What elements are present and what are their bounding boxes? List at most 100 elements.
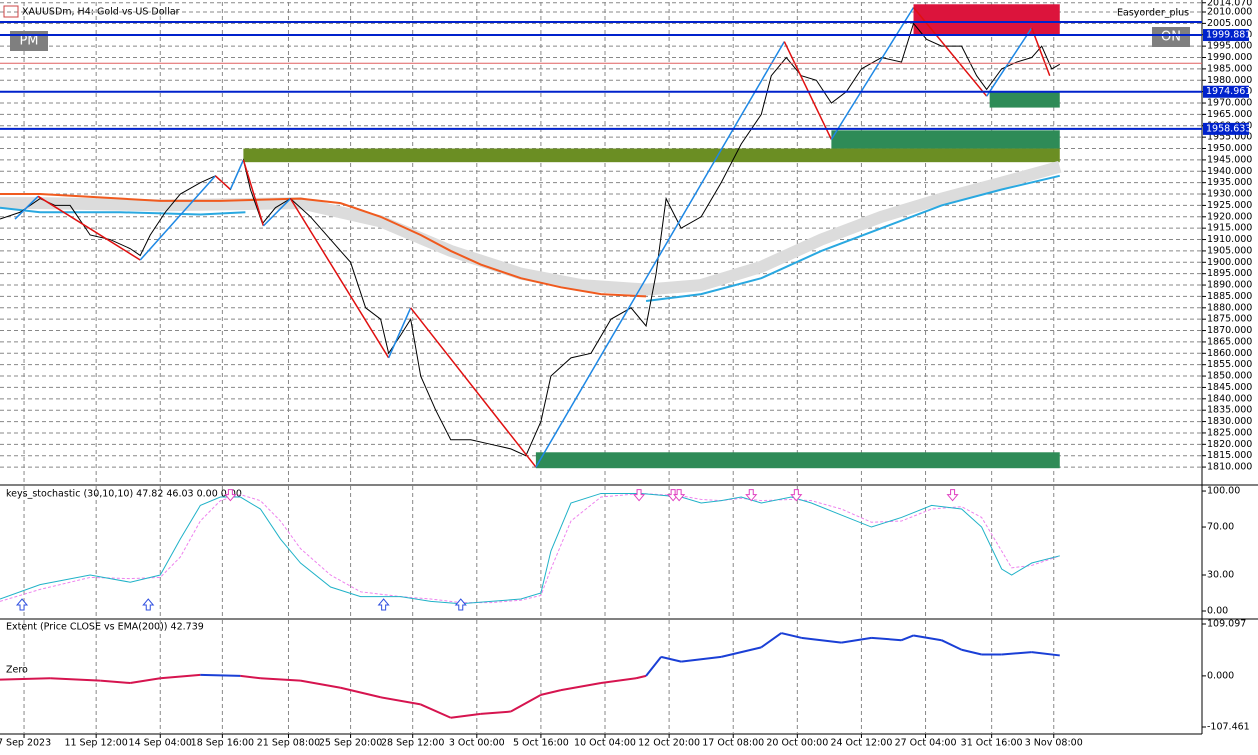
down-arrow [673,489,686,502]
y-tick-label: 1820.000 [1207,439,1252,450]
level-tag-label: 1974.961 [1206,86,1251,97]
extent-segment [450,712,481,719]
series-line [645,174,1060,302]
x-tick-label: 17 Oct 08:00 [702,738,764,749]
zigzag-segment [37,195,141,261]
extent-segment [841,636,872,644]
y-tick-label: 0.000 [1207,670,1234,681]
y-tick-label: 1985.000 [1207,63,1252,74]
on-button[interactable] [1152,27,1190,47]
extent-segment [781,632,802,639]
extent-segment [871,636,902,642]
extent-segment [160,673,201,680]
down-arrow [224,489,237,502]
down-arrow [745,489,758,502]
zero-label: Zero [6,665,28,676]
extent-segment [340,686,381,699]
level-tag [1203,85,1249,98]
x-tick-label: 5 Oct 16:00 [513,738,569,749]
x-tick-label: 28 Sep 12:00 [381,738,444,749]
y-tick-label: 1825.000 [1207,427,1252,438]
series-line [0,160,1062,296]
pm-button-label[interactable]: PM [19,34,38,49]
extent-segment [200,673,241,677]
extent-segment [560,682,602,692]
y-tick-label: 1895.000 [1207,268,1252,279]
level-tag [1203,122,1249,135]
extent-segment [1001,651,1032,656]
extent-segment [635,674,647,680]
y-tick-label: 1910.000 [1207,234,1252,245]
y-tick-label: 1875.000 [1207,314,1252,325]
down-arrow [667,489,680,502]
up-arrow [142,598,155,611]
zigzag-segment [14,195,39,220]
y-tick-label: 2014.070 [1207,0,1252,8]
y-tick-label: 1970.000 [1207,98,1252,109]
zigzag-segment [830,7,915,140]
extent-segment [100,679,131,685]
series-line [0,193,647,298]
y-tick-label: 1870.000 [1207,325,1252,336]
y-tick-label: 1860.000 [1207,348,1252,359]
extent-segment [420,703,452,719]
y-tick-label: 1955.000 [1207,132,1252,143]
zigzag-segment [387,307,412,359]
up-arrow [377,598,390,611]
x-tick-label: 12 Oct 20:00 [638,738,700,749]
zigzag-segment [289,198,390,359]
extent-segment [645,656,662,677]
series-line [0,22,1061,457]
x-tick-label: 3 Nov 08:00 [1025,738,1083,749]
y-tick-label: 1810.000 [1207,462,1252,473]
y-tick-label: 0.00 [1207,606,1228,617]
symbol-icon [3,5,19,18]
y-tick-label: 100.00 [1207,486,1240,497]
zone [913,4,1060,35]
y-tick-label: 1980.000 [1207,75,1252,86]
extent-segment [50,677,101,682]
extent-segment [600,677,637,685]
y-tick-label: 109.097 [1207,618,1246,629]
y-tick-label: 1905.000 [1207,245,1252,256]
y-tick-label: 1815.000 [1207,450,1252,461]
zigzag-segment [214,175,231,191]
y-tick-label: 1915.000 [1207,223,1252,234]
level-tag-label: 1958.633 [1206,123,1251,134]
zigzag-segment [535,41,785,468]
on-button-label[interactable]: ON [1161,30,1181,45]
x-tick-label: 3 Oct 00:00 [449,738,505,749]
extent-segment [681,655,722,663]
down-arrow [790,489,803,502]
level-tag-label: 1999.881 [1206,30,1251,41]
y-tick-label: 1850.000 [1207,371,1252,382]
x-tick-label: 25 Sep 20:00 [319,738,382,749]
extent-segment [480,710,511,715]
extent-segment [540,689,562,696]
y-tick-label: 1885.000 [1207,291,1252,302]
x-tick-label: 18 Sep 16:00 [191,738,254,749]
x-tick-label: 31 Oct 16:00 [961,738,1023,749]
down-arrow [632,489,646,502]
level-tag [1203,29,1249,42]
zone [535,452,1060,469]
y-tick-label: 1940.000 [1207,166,1252,177]
extent-segment [1031,651,1060,657]
zigzag-segment [242,159,265,227]
extent-segment [0,677,51,681]
zigzag-segment [229,159,245,190]
y-tick-label: 1930.000 [1207,189,1252,200]
extent-segment [380,696,421,706]
extent-segment [901,634,914,642]
x-tick-label: 27 Oct 04:00 [895,738,957,749]
extent-segment [760,632,782,649]
extent-segment [130,677,161,685]
extent-segment [801,636,842,644]
extent-segment [300,679,341,689]
zone [989,91,1060,108]
y-tick-label: 1995.000 [1207,41,1252,52]
zigzag-segment [783,41,833,140]
x-tick-label: 20 Oct 00:00 [766,738,828,749]
